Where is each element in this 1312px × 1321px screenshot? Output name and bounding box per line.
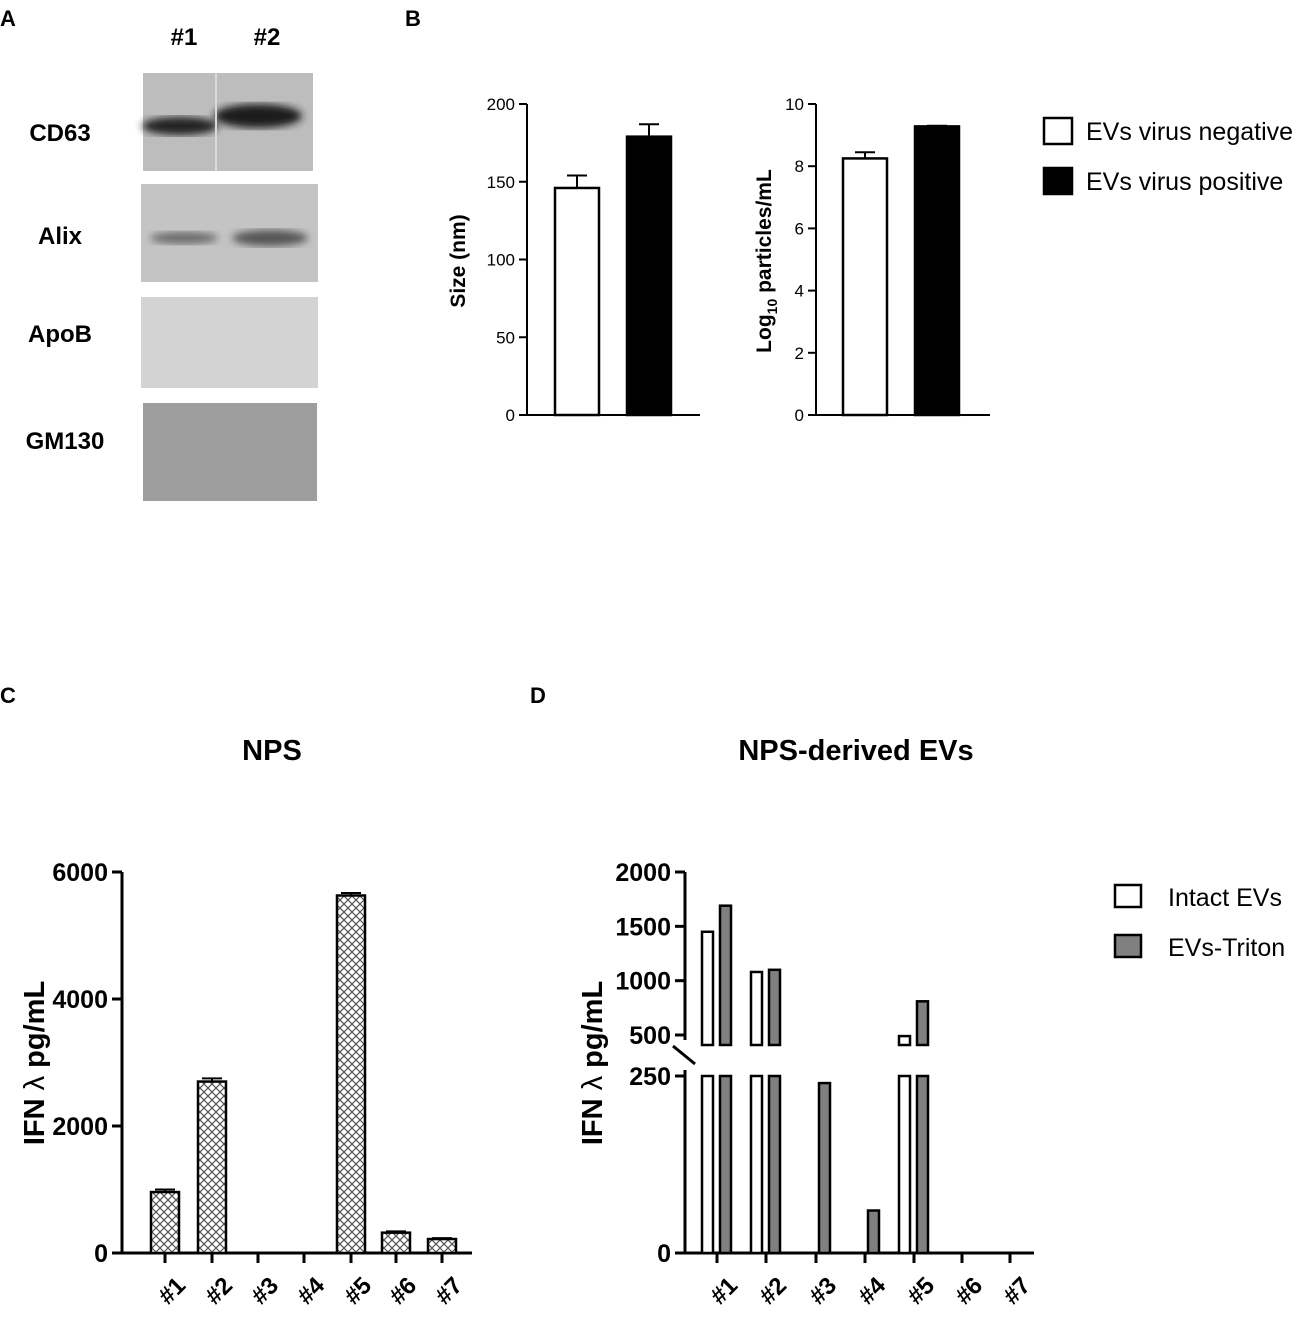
bar-upper (915, 1000, 930, 1047)
bar-upper (767, 968, 782, 1047)
y-tick-label: 6 (795, 219, 804, 238)
legend-swatch-triton (1113, 933, 1143, 959)
bar-lower (718, 1074, 733, 1255)
x-tick-label: #1 (153, 1272, 191, 1310)
legend-swatch-intact (1113, 883, 1143, 909)
x-tick-label: #7 (430, 1272, 468, 1310)
panel-label-b: B (405, 6, 421, 31)
blot-strip-alix (141, 184, 318, 282)
y-tick-label: 4 (795, 282, 804, 301)
legend-d: Intact EVs EVs-Triton (1113, 883, 1285, 962)
bar (335, 894, 367, 1255)
y-axis-label: Size (nm) (447, 214, 470, 307)
legend-label-negative: EVs virus negative (1086, 118, 1293, 146)
legend-label-intact: Intact EVs (1168, 884, 1282, 912)
chart-size: Size (nm) 0 50 100 150 200 (447, 95, 700, 425)
blot-label-cd63: CD63 (29, 120, 90, 147)
bar-upper (749, 970, 764, 1047)
x-tick-label: #2 (200, 1272, 238, 1310)
y-tick-label: 0 (795, 406, 804, 425)
bar (841, 157, 889, 417)
y-tick-label: 200 (487, 95, 515, 114)
bar-lower (767, 1074, 782, 1255)
x-tick-label: #1 (705, 1272, 743, 1310)
axis-break-mark (672, 1044, 696, 1066)
y-axis-label: Log10 particles/mL (753, 169, 780, 353)
x-tick-label: #7 (998, 1272, 1036, 1310)
bar-lower (915, 1074, 930, 1255)
bar-upper (897, 1034, 912, 1047)
y-tick-label: 0 (94, 1240, 108, 1268)
x-tick-label: #5 (902, 1272, 940, 1310)
bar-lower (897, 1074, 912, 1255)
bar (553, 186, 601, 417)
x-tick-label: #3 (804, 1272, 842, 1310)
bar-upper (700, 930, 715, 1047)
bar (196, 1080, 228, 1255)
bar (149, 1190, 181, 1255)
y-tick-label: 2000 (615, 859, 671, 887)
y-tick-label: 4000 (52, 986, 108, 1014)
x-tick-label: #3 (246, 1272, 284, 1310)
y-tick-label: 6000 (52, 859, 108, 887)
panel-label-c: C (0, 683, 16, 708)
bar-lower (700, 1074, 715, 1255)
blot-strip-cd63 (142, 73, 313, 171)
blot-label-gm130: GM130 (26, 428, 105, 455)
y-tick-label: 2000 (52, 1113, 108, 1141)
bar (866, 1209, 881, 1255)
bar (817, 1081, 832, 1255)
y-tick-label: 150 (487, 173, 515, 192)
western-blot: #1 #2 CD63 Alix ApoB GM130 (26, 24, 318, 501)
y-tick-label: 0 (657, 1240, 671, 1268)
x-tick-label: #6 (384, 1272, 422, 1310)
blot-label-alix: Alix (38, 223, 83, 250)
y-tick-label: 2 (795, 344, 804, 363)
bar (426, 1237, 458, 1255)
y-tick-label: 1500 (615, 913, 671, 941)
panel-label-a: A (0, 6, 16, 31)
y-tick-label: 250 (629, 1063, 671, 1091)
y-axis-label: IFN λ pg/mL (577, 981, 609, 1145)
bar (380, 1231, 412, 1255)
bar (913, 125, 961, 417)
y-axis-label: IFN λ pg/mL (19, 981, 51, 1145)
chart-nps-derived-evs: NPS-derived EVs IFN λ pg/mL 0 250 500 1000 1… (577, 735, 1036, 1310)
y-tick-label: 10 (785, 95, 804, 114)
x-tick-label: #5 (339, 1272, 377, 1310)
bar (625, 135, 673, 417)
y-tick-label: 8 (795, 157, 804, 176)
y-tick-label: 100 (487, 251, 515, 270)
legend-label-positive: EVs virus positive (1086, 168, 1283, 196)
blot-strip-gm130 (143, 403, 317, 501)
x-tick-label: #6 (950, 1272, 988, 1310)
chart-title: NPS (242, 735, 302, 767)
legend-swatch-negative (1042, 116, 1074, 146)
chart-particles: Log10 particles/mL 0 2 4 6 8 10 (753, 95, 990, 425)
panel-label-d: D (530, 683, 546, 708)
x-tick-label: #4 (292, 1272, 330, 1310)
x-tick-label: #4 (853, 1272, 891, 1310)
blot-label-apob: ApoB (28, 321, 92, 348)
blot-strip-apob (141, 297, 318, 388)
y-tick-label: 50 (496, 328, 515, 347)
legend-swatch-positive (1042, 166, 1074, 196)
lane-label-1: #1 (171, 24, 198, 51)
y-tick-label: 1000 (615, 968, 671, 996)
chart-title: NPS-derived EVs (738, 735, 973, 767)
bar-upper (718, 904, 733, 1047)
legend-b: EVs virus negative EVs virus positive (1042, 116, 1293, 196)
y-tick-label: 0 (506, 406, 515, 425)
lane-label-2: #2 (254, 24, 281, 51)
y-tick-label: 500 (629, 1022, 671, 1050)
bar-lower (749, 1074, 764, 1255)
x-tick-label: #2 (754, 1272, 792, 1310)
legend-label-triton: EVs-Triton (1168, 934, 1285, 962)
